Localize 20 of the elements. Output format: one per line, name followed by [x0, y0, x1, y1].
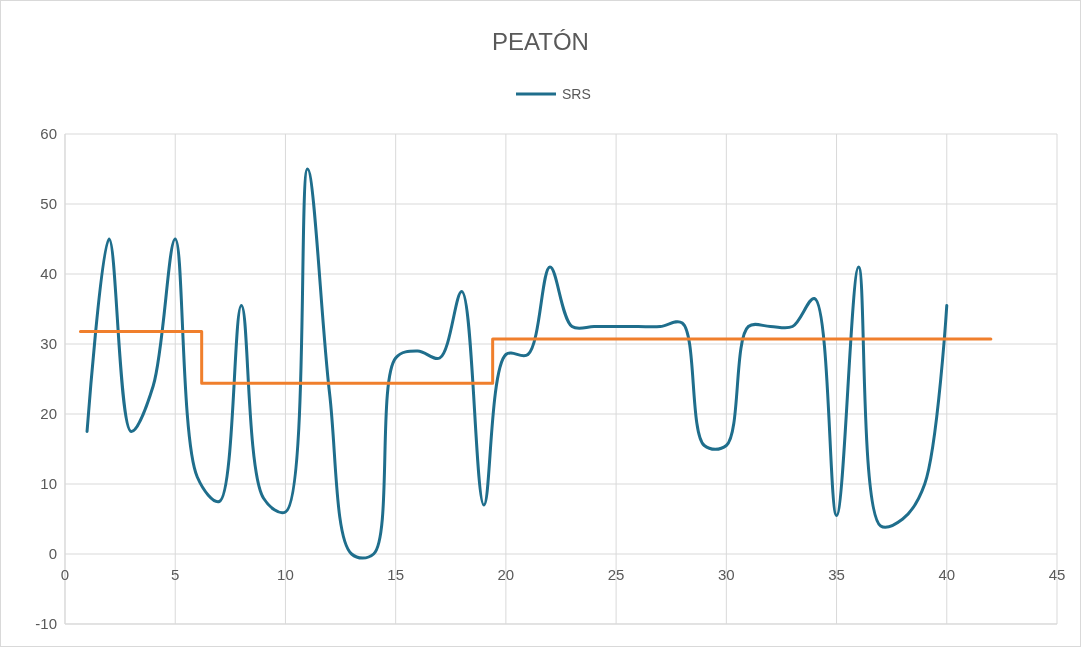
y-tick-label: 20 — [40, 405, 57, 422]
x-tick-label: 45 — [1048, 566, 1066, 583]
y-tick-label: 60 — [40, 125, 57, 142]
y-tick-label: 0 — [48, 545, 57, 562]
y-tick-label: 40 — [40, 265, 57, 282]
x-tick-label: 10 — [277, 566, 294, 583]
x-tick-label: 5 — [171, 566, 180, 583]
y-tick-label: 30 — [40, 335, 57, 352]
x-tick-label: 0 — [60, 566, 70, 583]
x-tick-label: 20 — [497, 566, 515, 583]
y-tick-label: 50 — [40, 195, 57, 212]
x-tick-label: 30 — [717, 566, 735, 583]
y-tick-label: -10 — [35, 615, 57, 632]
chart-title: PEATÓN — [492, 28, 589, 55]
y-tick-label: 10 — [40, 475, 57, 492]
x-tick-label: 25 — [607, 566, 625, 583]
legend-label: SRS — [562, 86, 591, 102]
x-tick-label: 15 — [387, 566, 405, 583]
x-tick-label: 40 — [938, 566, 956, 583]
x-tick-label: 35 — [828, 566, 845, 583]
